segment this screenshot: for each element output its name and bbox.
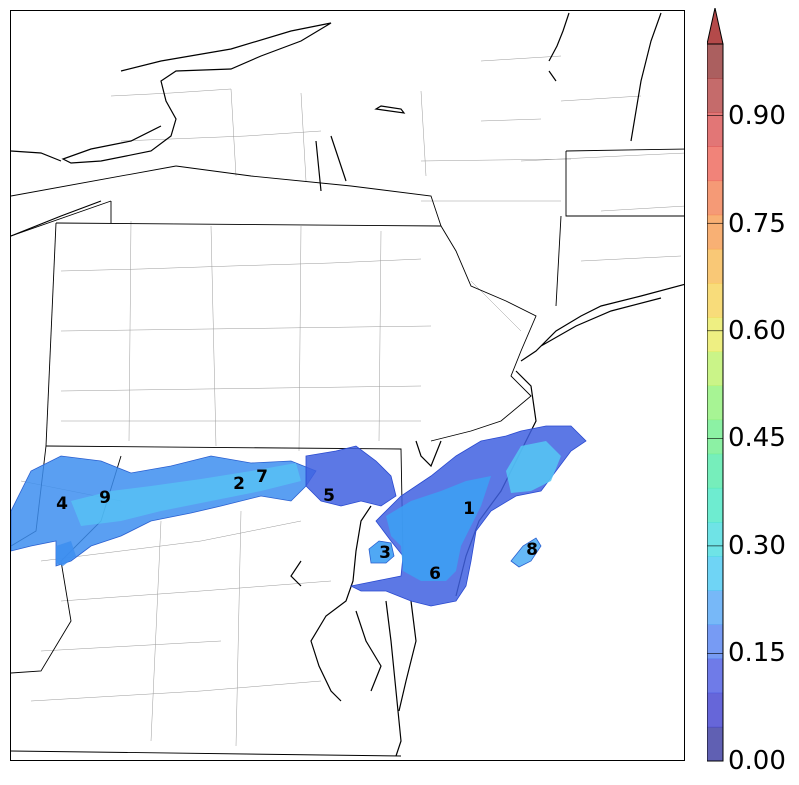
colorbar-extend-arrow <box>707 8 724 45</box>
region-east-light <box>506 441 561 493</box>
colorbar-tick-1: 0.15 <box>728 638 786 668</box>
map-panel: 1 2 3 4 5 6 7 8 9 <box>10 10 685 761</box>
colorbar-tick-6: 0.90 <box>728 101 786 131</box>
region-label-8: 8 <box>526 540 538 560</box>
colorbar-bands <box>707 44 723 762</box>
colorbar-band <box>707 112 723 147</box>
colorbar-band <box>707 590 723 625</box>
region-label-9: 9 <box>99 488 111 508</box>
colorbar-tick-2: 0.30 <box>728 531 786 561</box>
colorbar-band <box>707 419 723 455</box>
colorbar-tick-3: 0.45 <box>728 423 786 453</box>
colorbar-tick-5: 0.75 <box>728 209 786 239</box>
region-central <box>305 445 397 507</box>
coastlines <box>11 12 684 757</box>
region-label-6: 6 <box>429 564 441 584</box>
colorbar-band <box>707 214 723 250</box>
region-label-2: 2 <box>233 474 245 494</box>
colorbar-band <box>707 522 723 557</box>
region-label-3: 3 <box>379 543 391 563</box>
colorbar-band <box>707 556 723 591</box>
region-3 <box>368 540 395 564</box>
colorbar-band <box>707 146 723 182</box>
probability-regions <box>11 425 587 607</box>
region-label-1: 1 <box>463 499 475 519</box>
colorbar-band <box>707 248 723 284</box>
colorbar-tick-4: 0.60 <box>728 316 786 346</box>
colorbar-band <box>707 385 723 421</box>
colorbar-band <box>707 78 723 113</box>
region-label-7: 7 <box>256 467 268 487</box>
colorbar-band <box>707 453 723 489</box>
region-labels: 1 2 3 4 5 6 7 8 9 <box>56 467 538 584</box>
region-8 <box>510 537 542 568</box>
colorbar-band <box>707 317 723 352</box>
region-label-5: 5 <box>323 486 335 506</box>
map-canvas: 1 2 3 4 5 6 7 8 9 <box>11 12 684 757</box>
colorbar-band <box>707 351 723 386</box>
colorbar-band <box>707 283 723 318</box>
colorbar-band <box>707 487 723 523</box>
colorbar-band <box>707 624 723 660</box>
county-borders <box>20 55 684 747</box>
colorbar-outline <box>707 43 724 762</box>
region-east-mid <box>386 476 491 581</box>
region-southwest-tail <box>56 541 76 566</box>
region-band-west-light <box>71 463 301 526</box>
colorbar <box>707 8 724 762</box>
colorbar-band <box>707 180 723 216</box>
colorbar-band <box>707 44 723 79</box>
region-label-4: 4 <box>56 494 68 514</box>
colorbar-band <box>707 726 723 762</box>
colorbar-tick-0: 0.00 <box>728 746 786 776</box>
colorbar-band <box>707 658 723 694</box>
colorbar-band <box>707 692 723 728</box>
